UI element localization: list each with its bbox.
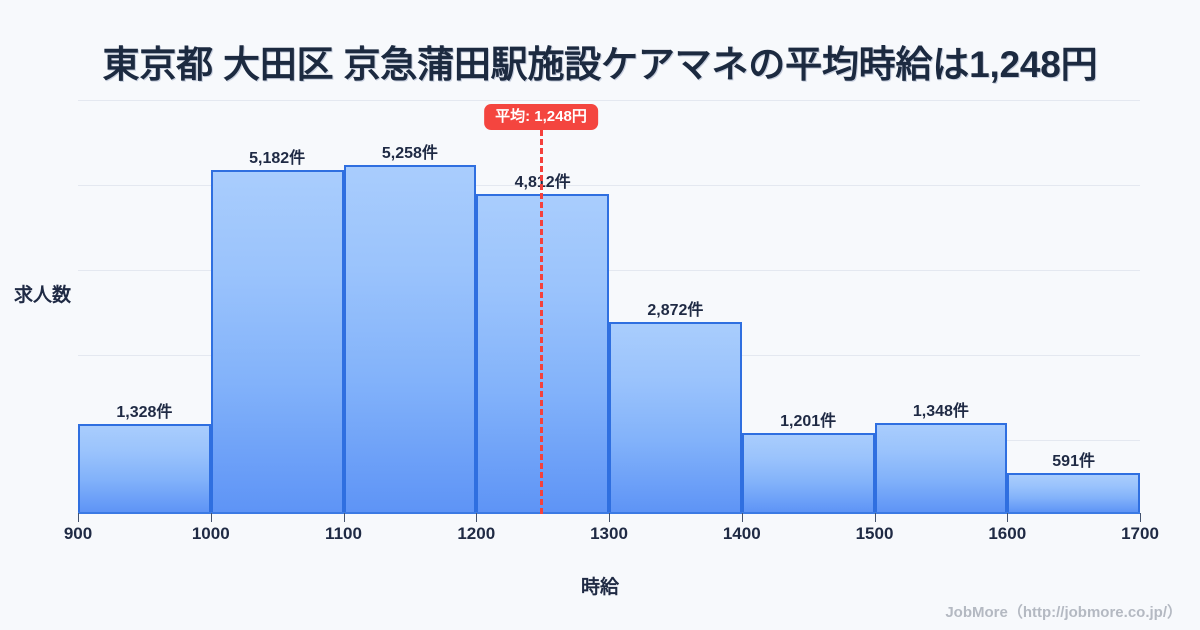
x-tick-mark	[874, 513, 876, 522]
bar-value-label: 1,348件	[912, 403, 969, 421]
histogram-bar	[210, 170, 344, 512]
gridline	[78, 100, 1140, 101]
x-tick-label: 1700	[1121, 524, 1159, 543]
average-badge-label: 平均: 1,248円	[484, 104, 598, 131]
bar-value-label: 1,328件	[116, 404, 173, 422]
bar-value-label: 5,258件	[381, 145, 438, 162]
x-tick-mark	[78, 513, 79, 522]
bar-value-label: 2,872件	[647, 302, 704, 320]
x-tick-mark	[210, 513, 212, 522]
average-dashed-line	[539, 130, 543, 514]
x-tick-label: 1200	[457, 524, 496, 543]
x-tick-mark	[741, 513, 743, 522]
y-axis-title: 求人数	[14, 285, 72, 306]
footer-credit: JobMore（http://jobmore.co.jp/）	[945, 604, 1182, 621]
chart-title: 東京都 大田区 京急蒲田駅施設ケアマネの平均時給は1,248円	[102, 44, 1098, 85]
bar-value-label: 5,182件	[249, 150, 306, 167]
histogram-bar	[609, 322, 742, 512]
histogram-bar	[1007, 473, 1140, 512]
histogram-bar	[343, 165, 477, 512]
gridline	[78, 185, 1140, 186]
x-tick-label: 1100	[325, 524, 362, 543]
x-tick-label: 900	[63, 524, 93, 543]
x-tick-label: 1000	[191, 524, 230, 543]
histogram-bar	[78, 424, 211, 512]
x-tick-mark	[1140, 513, 1141, 522]
bar-value-label: 1,201件	[780, 412, 837, 430]
x-tick-mark	[609, 513, 610, 522]
histogram-bar	[741, 432, 875, 512]
x-axis-title: 時給	[580, 577, 619, 598]
gridline	[78, 270, 1140, 271]
x-tick-mark	[343, 513, 345, 522]
x-tick-mark	[1007, 513, 1009, 522]
x-tick-label: 1500	[855, 524, 894, 543]
x-tick-label: 1400	[722, 524, 761, 543]
histogram-bar	[874, 423, 1008, 512]
bar-value-label: 591件	[1052, 452, 1095, 470]
x-tick-label: 1300	[590, 524, 628, 543]
x-tick-label: 1600	[988, 524, 1027, 543]
x-tick-mark	[476, 513, 478, 522]
